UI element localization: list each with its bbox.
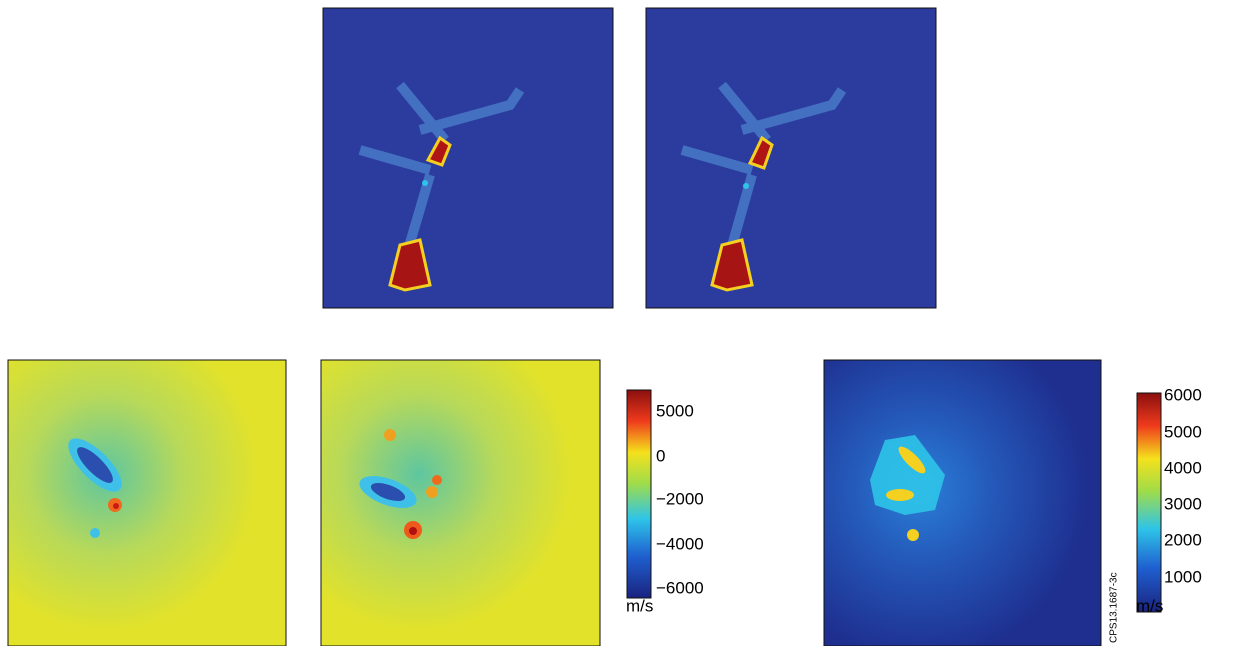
colorbar-unit: m/s <box>1136 596 1163 615</box>
colorbar-unit: m/s <box>626 596 653 615</box>
colorbar-tick-label: 4000 <box>1164 458 1202 477</box>
colorbar: 6000 5000 4000 3000 2000 1000 m/s <box>1136 385 1202 615</box>
panel-bottom-left <box>8 360 286 646</box>
colorbar-tick-label: 1000 <box>1164 567 1202 586</box>
figure-id: CPS13.1687-3c <box>1109 572 1120 643</box>
colorbar-tick-label: 0 <box>656 446 665 465</box>
colorbar-tick-label: 5000 <box>656 401 694 420</box>
colorbar-tick-label: −4000 <box>656 534 704 553</box>
colorbar-tick-label: 5000 <box>1164 422 1202 441</box>
colorbar-tick-label: 3000 <box>1164 494 1202 513</box>
panel-top-right <box>646 8 936 308</box>
colorbar-tick-label: −2000 <box>656 489 704 508</box>
panel-bottom-right <box>824 360 1101 646</box>
colorbar-tick-label: 2000 <box>1164 530 1202 549</box>
colorbar-tick-label: −6000 <box>656 578 704 597</box>
colorbar-tick-label: 6000 <box>1164 385 1202 404</box>
panel-bottom-middle <box>321 360 600 646</box>
figure: 5000 0 −2000 −4000 −6000 m/s 6000 5000 4… <box>0 0 1237 646</box>
panel-top-left <box>323 8 613 308</box>
colorbar: 5000 0 −2000 −4000 −6000 m/s <box>626 390 704 615</box>
